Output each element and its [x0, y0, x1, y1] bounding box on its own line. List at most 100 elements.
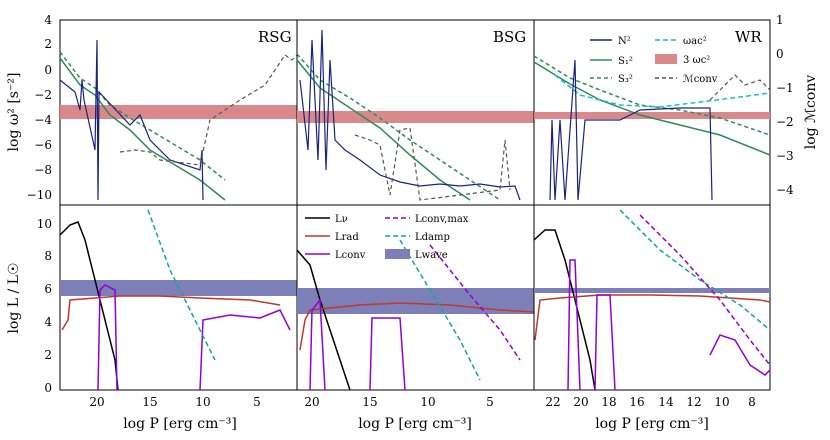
- xlabel-bsg: log P [erg cm⁻³]: [358, 416, 472, 432]
- panel-top-rsg: RSG: [59, 19, 298, 206]
- x-tick: 20: [89, 395, 104, 409]
- right-y-tick: 0: [776, 47, 784, 61]
- ylabel-top: log ω² [s⁻²]: [6, 73, 22, 152]
- legend-lwave: Lwave: [415, 250, 448, 261]
- bottom-y-tick: 4: [44, 315, 52, 329]
- legend-lnu: Lν: [335, 214, 348, 225]
- wr-n2-curve: [549, 59, 713, 201]
- legend-mconv: ℳconv: [683, 74, 718, 85]
- x-tick: 10: [195, 395, 210, 409]
- bsg-ldamp-curve: [399, 239, 481, 381]
- right-y-tick: −3: [776, 149, 794, 163]
- bsg-lrad-curve: [299, 302, 535, 351]
- x-tick: 10: [420, 395, 435, 409]
- legend-lrad: Lrad: [335, 232, 359, 243]
- x-tick: 5: [486, 395, 494, 409]
- top-y-tick: 0: [44, 63, 52, 77]
- rsg-n2-curve: [59, 39, 204, 201]
- bottom-y-tick: 0: [44, 381, 52, 395]
- legend-omega-ac: ωac²: [683, 36, 707, 47]
- rsg-s1-curve: [59, 57, 226, 201]
- legend-3wc: 3 ωc²: [683, 55, 710, 66]
- panel-top-wr: WR: [533, 19, 771, 206]
- bsg-3wc-band: [297, 111, 534, 123]
- x-tick: 5: [253, 395, 261, 409]
- x-tick: 15: [362, 395, 377, 409]
- panel-bottom-wr: [533, 204, 771, 391]
- panel-bottom-rsg: [59, 204, 298, 391]
- wr-lconvmax-curve: [639, 214, 771, 366]
- right-y-tick: −4: [776, 183, 794, 197]
- rsg-lrad-curve: [61, 295, 281, 331]
- top-legend: N² S₁² S₃² ωac² 3 ωc² ℳconv: [590, 36, 718, 85]
- wr-lrad-curve: [534, 294, 771, 341]
- bsg-lconv-curve: [309, 297, 406, 391]
- top-y-tick: −10: [27, 188, 52, 202]
- legend-n2: N²: [618, 36, 631, 47]
- wr-ldamp-curve: [619, 209, 771, 331]
- right-y-tick: −1: [776, 81, 794, 95]
- wr-lnu-curve: [533, 229, 596, 391]
- wr-omega-ac-curve: [554, 74, 771, 108]
- wr-3wc-band: [534, 112, 770, 119]
- x-tick: 14: [658, 395, 674, 409]
- rsg-mconv-curve: [119, 54, 298, 166]
- x-tick: 18: [601, 395, 616, 409]
- bottom-y-tick: 2: [44, 348, 52, 362]
- legend-lconv: Lconv: [335, 250, 366, 261]
- top-left-y-axis: 4 2 0 −2 −4 −6 −8 −10: [27, 13, 53, 202]
- bsg-lconvmax-curve: [429, 244, 521, 361]
- xlabel-wr: log P [erg cm⁻³]: [595, 416, 709, 432]
- panel-title-rsg: RSG: [258, 28, 292, 46]
- xlabel-rsg: log P [erg cm⁻³]: [123, 416, 237, 432]
- top-y-tick: −2: [34, 88, 52, 102]
- x-tick: 12: [686, 395, 701, 409]
- x-axis-rsg: 20 15 10 5: [89, 395, 260, 409]
- right-y-tick: 1: [776, 13, 784, 27]
- x-tick: 15: [142, 395, 157, 409]
- x-tick: 20: [304, 395, 319, 409]
- top-y-tick: −6: [34, 138, 52, 152]
- panel-title-wr: WR: [735, 28, 762, 46]
- bottom-y-tick: 6: [44, 282, 52, 296]
- ylabel-right: log ℳconv: [803, 75, 819, 150]
- x-tick: 8: [748, 395, 756, 409]
- rsg-s3-curve: [59, 51, 226, 181]
- rsg-3wc-band: [60, 105, 297, 119]
- x-tick: 22: [545, 395, 560, 409]
- legend-s3: S₃²: [618, 74, 633, 85]
- ylabel-bottom: log L / L☉: [6, 262, 22, 333]
- panel-bottom-bsg: [296, 204, 535, 391]
- top-right-y-axis: 1 0 −1 −2 −3 −4: [776, 13, 794, 197]
- rsg-ldamp-curve: [147, 209, 216, 361]
- wr-mconv-curve: [709, 74, 771, 101]
- wr-s1-curve: [533, 61, 771, 156]
- right-y-tick: −2: [776, 115, 794, 129]
- x-axis-bsg: 20 15 10 5: [304, 395, 493, 409]
- legend-s1: S₁²: [618, 56, 633, 67]
- x-tick: 10: [714, 395, 729, 409]
- rsg-lnu-curve: [59, 221, 119, 391]
- bottom-y-tick: 8: [44, 249, 52, 263]
- bottom-legend: Lν Lrad Lconv Lconv,max Ldamp Lwave: [305, 214, 469, 261]
- x-axis-wr: 22 20 18 16 14 12 10 8: [545, 395, 755, 409]
- panel-title-bsg: BSG: [493, 28, 526, 46]
- rsg-lconv-curve: [97, 284, 291, 391]
- wr-lconv-curve: [567, 259, 771, 391]
- panel-top-bsg: BSG: [296, 19, 535, 206]
- top-y-tick: 4: [44, 13, 52, 27]
- x-tick: 20: [573, 395, 588, 409]
- wr-s3-curve: [533, 55, 771, 136]
- x-tick: 16: [629, 395, 644, 409]
- legend-lconvmax: Lconv,max: [415, 214, 469, 225]
- top-y-tick: −8: [34, 163, 52, 177]
- bottom-left-y-axis: 10 8 6 4 2 0: [37, 217, 53, 395]
- top-y-tick: −4: [34, 113, 52, 127]
- wr-lwave-band: [534, 288, 770, 293]
- top-y-tick: 2: [44, 37, 52, 51]
- bottom-y-tick: 10: [37, 217, 52, 231]
- bsg-n2-curve: [299, 29, 521, 201]
- bsg-mconv-curve: [354, 127, 511, 201]
- legend-ldamp: Ldamp: [415, 232, 450, 243]
